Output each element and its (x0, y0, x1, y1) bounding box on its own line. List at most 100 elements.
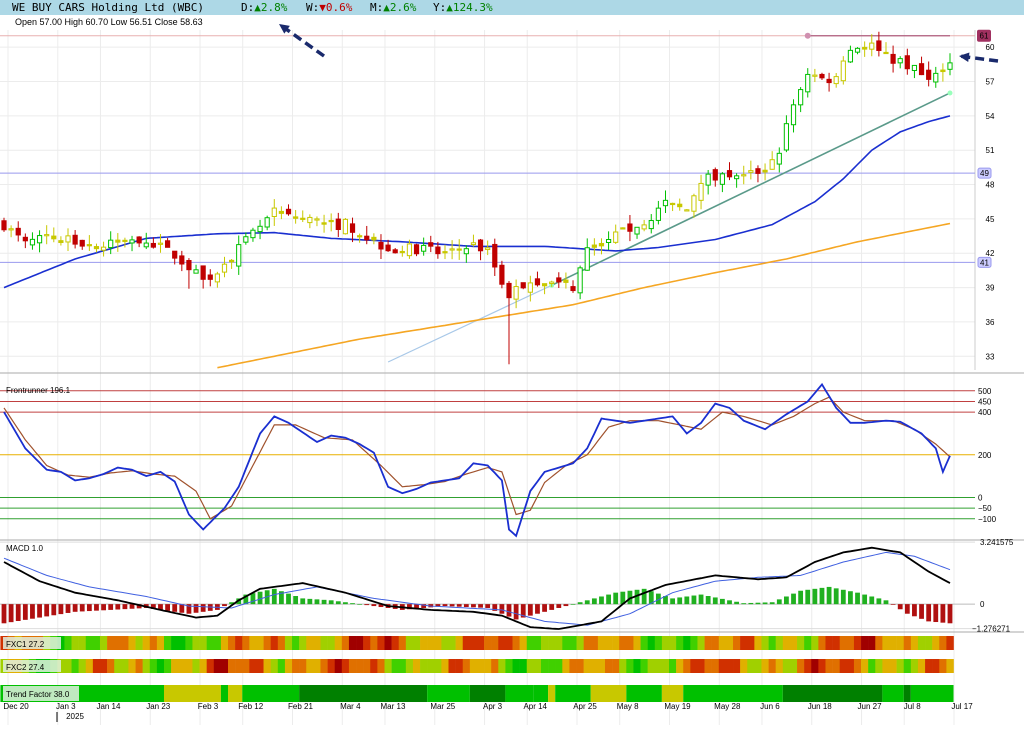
candle (385, 239, 391, 252)
macd-histogram-bar (200, 604, 206, 612)
macd-histogram-bar (748, 602, 754, 605)
macd-histogram-bar (926, 604, 932, 622)
heatmap-cell (114, 636, 122, 650)
macd-histogram-bar (591, 598, 597, 605)
heatmap-cell (597, 659, 606, 673)
candle-body (534, 278, 541, 286)
macd-histogram-bar (122, 604, 128, 610)
candle (250, 227, 256, 242)
candle-body (520, 282, 526, 289)
macd-histogram-bar (65, 604, 71, 613)
candle (342, 217, 349, 235)
candle-body (1, 220, 7, 231)
macd-histogram-bar (165, 604, 170, 611)
macd-histogram-bar (791, 593, 796, 605)
oscillator-signal-line (3, 396, 951, 520)
candle (335, 212, 341, 237)
x-axis-label: May 8 (617, 702, 639, 711)
candle (869, 34, 875, 57)
price-axis-tick: 39 (986, 284, 995, 293)
candle-body (428, 242, 434, 247)
heatmap-cell (441, 636, 449, 650)
candle (726, 162, 733, 181)
heatmap-cell (562, 659, 570, 673)
heatmap-cell (562, 636, 570, 650)
candle-body (798, 89, 804, 106)
candle-body (115, 239, 121, 243)
heatmap-cell (462, 659, 471, 673)
macd-histogram-bar (449, 604, 455, 607)
macd-histogram-bar (940, 604, 946, 623)
heatmap-cell (348, 636, 357, 650)
heatmap-cell (797, 659, 805, 673)
heatmap-cell (683, 659, 691, 673)
strip-label-bg (3, 686, 79, 701)
x-axis-label: Dec 20 (3, 702, 29, 711)
heatmap-cell (555, 659, 563, 673)
candle (684, 209, 690, 212)
heatmap-cell (761, 659, 769, 673)
price-tag-label: 61 (980, 32, 989, 41)
heatmap-cell (533, 659, 542, 673)
candle-body (122, 239, 128, 242)
candle-body (342, 218, 349, 235)
heatmap-cell (725, 636, 734, 650)
candle (413, 243, 420, 257)
candle (364, 225, 370, 245)
x-axis-label: Feb 21 (288, 702, 313, 711)
heatmap-cell (199, 636, 207, 650)
candle (477, 238, 484, 261)
candle-body (698, 182, 704, 201)
candle (278, 206, 284, 220)
heatmap-cell (733, 636, 741, 650)
candle (541, 283, 548, 295)
heatmap-cell (846, 659, 855, 673)
candle (65, 228, 71, 252)
heatmap-cell (299, 659, 307, 673)
heatmap-cell (192, 636, 200, 650)
candle-body (648, 220, 654, 230)
x-axis-label: Jun 6 (760, 702, 780, 711)
candle-body (58, 240, 64, 244)
candle (257, 219, 263, 240)
macd-histogram-bar (556, 604, 562, 608)
heatmap-cell (85, 636, 94, 650)
heatmap-cell (519, 636, 528, 650)
macd-histogram-bar (549, 604, 555, 610)
candle (741, 165, 747, 185)
trendline-extension (387, 284, 552, 363)
candle-body (172, 250, 178, 259)
heatmap-cell (505, 659, 513, 673)
heatmap-cell (604, 659, 613, 673)
candle-body (364, 235, 370, 241)
candle (8, 225, 14, 238)
macd-histogram-bar (414, 604, 419, 609)
x-axis-label: Jan 23 (146, 702, 171, 711)
macd-histogram-bar (826, 586, 832, 605)
candle-body (108, 239, 114, 249)
heatmap-cell (491, 636, 499, 650)
candle (620, 227, 626, 230)
candle (428, 235, 434, 253)
macd-histogram-bar (229, 602, 235, 605)
candle (179, 250, 185, 272)
heatmap-cell (626, 659, 634, 673)
heatmap-cell (242, 659, 250, 673)
heatmap-cell (57, 659, 65, 673)
candle (44, 225, 50, 245)
heatmap-cell (633, 659, 641, 673)
candle (876, 31, 882, 57)
candle-body (456, 248, 462, 251)
heatmap-cell (690, 659, 698, 673)
heatmap-cell (128, 636, 136, 650)
macd-histogram-bar (243, 594, 249, 605)
heatmap-cell (427, 659, 435, 673)
candle (513, 279, 519, 309)
heatmap-cell (263, 659, 271, 673)
candle (93, 243, 100, 253)
x-axis-label: Apr 14 (523, 702, 547, 711)
macd-histogram-bar (734, 601, 740, 605)
macd-histogram-bar (271, 588, 277, 605)
candle (769, 151, 775, 170)
